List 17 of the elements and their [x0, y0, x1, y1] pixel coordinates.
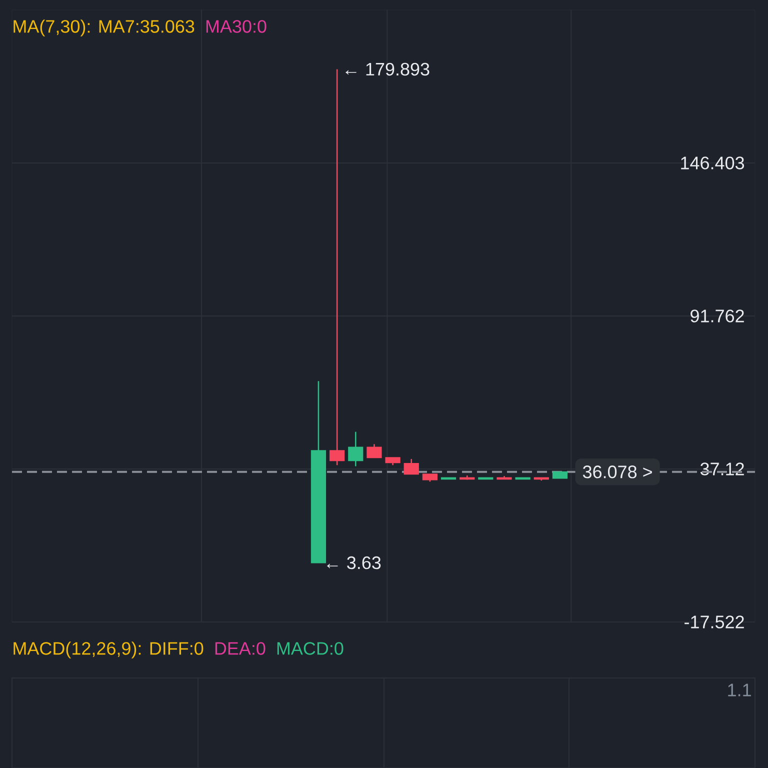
candlestick — [366, 443, 382, 458]
y-tick-label: 146.403 — [681, 156, 744, 170]
annotation: MA30:0 — [206, 20, 266, 33]
text: DEA:0 — [215, 642, 266, 655]
y-tick-label: 91.762 — [690, 310, 744, 322]
ref-line-label: 36.078 > — [582, 466, 652, 478]
annotation: ← 179.893 — [346, 62, 430, 76]
annotation: ← 3.63 — [327, 556, 381, 570]
candlestick — [348, 431, 364, 467]
candlestick — [404, 458, 419, 475]
text: 1.1 — [728, 684, 751, 696]
annotation: MA(7,30): MA7:35.063 — [14, 20, 194, 36]
candlestick — [330, 68, 345, 466]
y-tick-label: -17.522 — [684, 616, 744, 628]
y-tick-label: 37.12 — [700, 462, 744, 476]
text: MACD(12,26,9): DIFF:0 — [14, 642, 204, 658]
text: MACD:0 — [277, 642, 344, 655]
